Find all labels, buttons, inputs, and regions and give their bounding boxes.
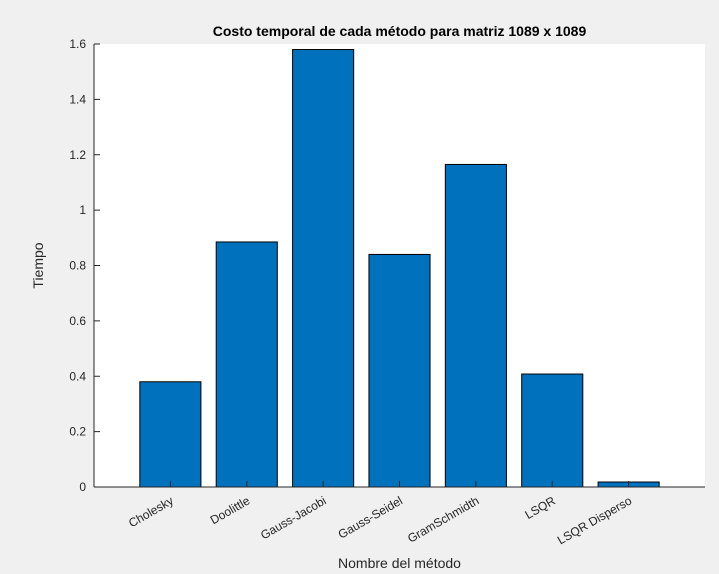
y-tick-label: 0.8 xyxy=(69,259,86,273)
bar-gramschmidth xyxy=(444,163,507,488)
x-tick-label: Gauss-Seidel xyxy=(336,493,405,541)
x-tick-label: LSQR Disperso xyxy=(555,493,634,547)
y-tick-label: 1.2 xyxy=(69,148,86,162)
bar-lsqr xyxy=(521,373,584,488)
x-tick-label: Cholesky xyxy=(126,493,176,530)
x-tick-label: Gauss-Jacobi xyxy=(258,493,329,542)
y-axis-label: Tiempo xyxy=(30,242,46,288)
bar-gauss-seidel xyxy=(368,253,431,488)
x-tick-label: GramSchmidth xyxy=(405,493,481,545)
y-tick-label: 0.4 xyxy=(69,369,86,383)
x-axis-label: Nombre del método xyxy=(338,555,461,571)
y-tick-label: 0.2 xyxy=(69,425,86,439)
y-tick-label: 0.6 xyxy=(69,314,86,328)
bars-group xyxy=(139,49,660,488)
x-tick-label: LSQR xyxy=(522,493,558,522)
y-axis-ticks: 0 0.2 0.4 0.6 0.8 1 1.2 1.4 1.6 xyxy=(69,37,100,494)
chart-title: Costo temporal de cada método para matri… xyxy=(213,23,587,39)
bar-gauss-jacobi xyxy=(292,49,355,488)
x-axis-ticks: Cholesky Doolittle Gauss-Jacobi Gauss-Seide… xyxy=(126,481,634,547)
y-tick-label: 1 xyxy=(79,203,86,217)
y-tick-label: 1.4 xyxy=(69,92,86,106)
y-tick-label: 0 xyxy=(79,480,86,494)
x-tick-label: Doolittle xyxy=(208,493,253,527)
bar-cholesky xyxy=(139,381,202,488)
y-tick-label: 1.6 xyxy=(69,37,86,51)
bar-doolittle xyxy=(215,241,278,488)
